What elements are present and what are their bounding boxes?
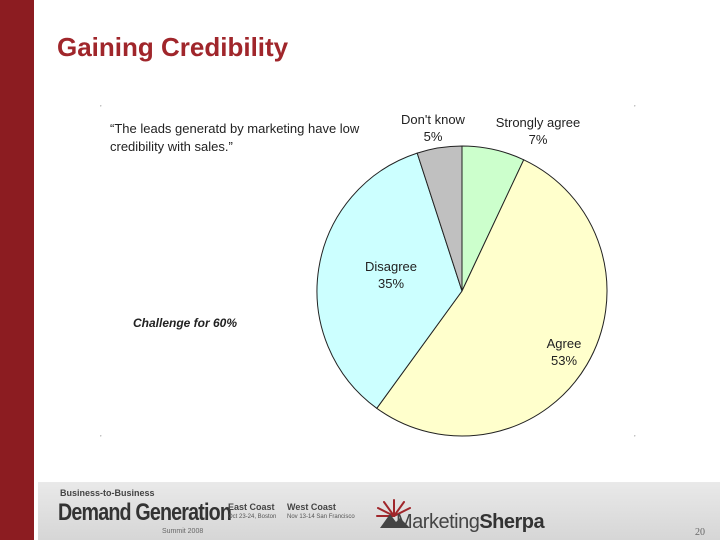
footer-east-dates: Oct 23-24, Boston: [228, 514, 277, 520]
footer-west-dates: Nov 13-14 San Francisco: [287, 514, 355, 520]
survey-quote: “The leads generatd by marketing have lo…: [110, 121, 360, 154]
slice-pct-disagree: 35%: [377, 276, 405, 291]
footer-banner: Business-to-Business Demand Generation S…: [38, 482, 720, 540]
footer-b2b-text: Business-to-Business: [60, 488, 155, 498]
page-number: 20: [695, 527, 705, 538]
slice-label-dont-know: Don't know 5%: [392, 111, 474, 145]
slice-label-strongly-agree: Strongly agree 7%: [484, 114, 592, 148]
corner-mark-br: ‛: [634, 434, 636, 443]
challenge-callout: Challenge for 60%: [133, 316, 238, 330]
slice-pct-strongly-agree: 7%: [528, 132, 548, 147]
footer-west-title: West Coast: [287, 502, 336, 512]
slice-name-disagree: Disagree: [364, 259, 418, 274]
footer-summit: Summit 2008: [162, 528, 204, 535]
left-accent-bar: [0, 0, 34, 540]
corner-mark-tr: ‛: [634, 104, 636, 113]
corner-mark-tl: ‛: [100, 104, 102, 113]
footer-brand-title: Demand Generation: [58, 499, 232, 526]
left-accent-gap: [34, 0, 38, 540]
footer-east-title: East Coast: [228, 502, 275, 512]
slice-label-agree: Agree 53%: [530, 335, 598, 369]
slice-pct-dont-know: 5%: [423, 129, 443, 144]
pie-slice-agree: [376, 159, 608, 437]
slice-name-agree: Agree: [546, 336, 582, 351]
corner-mark-bl: ‛: [100, 434, 102, 443]
logo-text-sherpa: Sherpa: [479, 511, 545, 533]
pie-slice-disagree: [316, 152, 463, 410]
slice-pct-agree: 53%: [550, 353, 578, 368]
pie-slice-don-t-know: [416, 145, 463, 292]
marketingsherpa-logo: MarketingSherpa: [396, 511, 545, 534]
logo-text-marketing: Marketing: [396, 511, 480, 533]
sherpa-sunburst-icon: [376, 499, 411, 528]
slide-title: Gaining Credibility: [57, 32, 289, 62]
slice-label-disagree: Disagree 35%: [355, 258, 427, 292]
slice-name-dont-know: Don't know: [401, 112, 465, 127]
slice-name-strongly-agree: Strongly agree: [495, 115, 581, 130]
